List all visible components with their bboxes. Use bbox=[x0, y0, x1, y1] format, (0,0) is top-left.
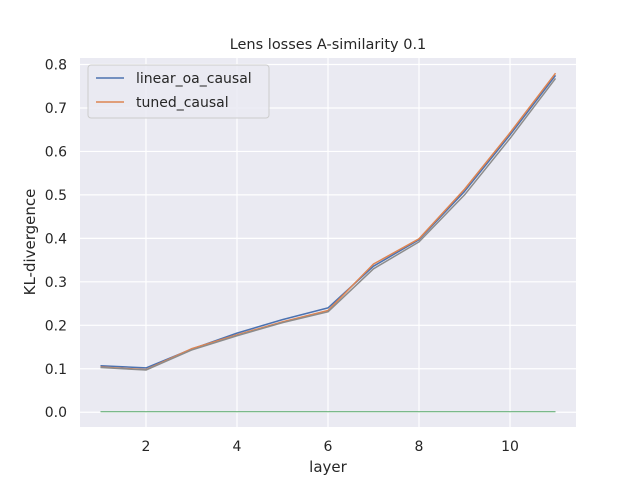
grid-lines bbox=[80, 58, 576, 427]
x-tick-label: 8 bbox=[415, 439, 424, 455]
y-tick-label: 0.7 bbox=[45, 101, 67, 117]
series-lines bbox=[100, 72, 557, 413]
legend-box bbox=[87, 64, 270, 119]
legend-label: linear_oa_causal bbox=[136, 71, 252, 87]
legend-label: tuned_causal bbox=[136, 95, 229, 111]
x-axis-title: layer bbox=[309, 458, 347, 476]
chart-title: Lens losses A-similarity 0.1 bbox=[230, 37, 427, 53]
y-tick-label: 0.2 bbox=[45, 318, 67, 334]
y-tick-label: 0.6 bbox=[45, 144, 67, 160]
y-tick-label: 0.1 bbox=[45, 362, 67, 378]
x-tick-label: 10 bbox=[501, 439, 519, 455]
x-tick-labels: 2 4 6 8 10 bbox=[142, 439, 519, 455]
y-tick-label: 0.5 bbox=[45, 188, 67, 204]
x-tick-label: 2 bbox=[142, 439, 151, 455]
y-tick-label: 0.3 bbox=[45, 275, 67, 291]
y-axis-title: KL-divergence bbox=[21, 189, 39, 296]
x-tick-label: 4 bbox=[233, 439, 242, 455]
series-line-2 bbox=[100, 72, 557, 371]
y-tick-labels: 0.0 0.1 0.2 0.3 0.4 0.5 0.6 0.7 0.8 bbox=[45, 58, 67, 422]
x-tick-label: 6 bbox=[324, 439, 333, 455]
y-tick-label: 0.4 bbox=[45, 231, 67, 247]
y-tick-label: 0.8 bbox=[45, 58, 67, 74]
legend: linear_oa_causal tuned_causal bbox=[87, 64, 270, 119]
y-tick-label: 0.0 bbox=[45, 405, 67, 421]
series-line-4 bbox=[100, 77, 557, 371]
